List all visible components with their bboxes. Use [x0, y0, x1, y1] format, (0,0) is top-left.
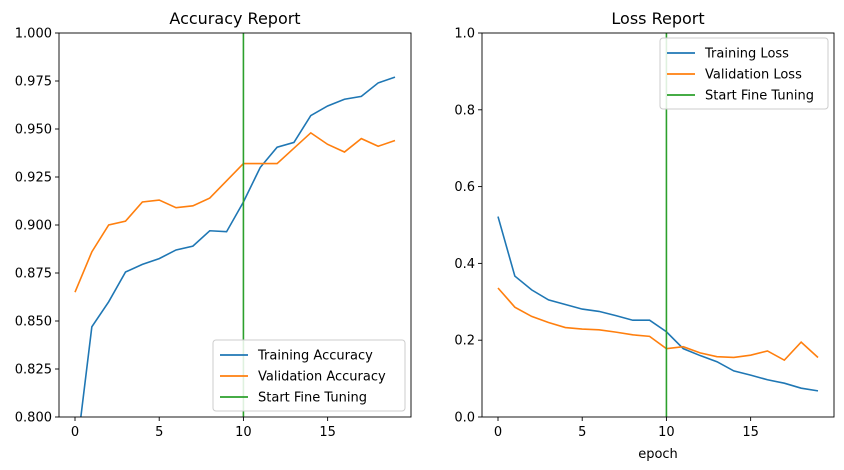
accuracy-ytick-label: 0.800 [15, 411, 52, 426]
accuracy-ytick-label: 0.875 [15, 267, 52, 282]
loss-chart-title: Loss Report [611, 9, 704, 28]
accuracy-ytick-label: 1.000 [15, 27, 52, 42]
accuracy-legend: Training Accuracy Validation Accuracy Star… [212, 339, 406, 412]
loss-legend-label: Validation Loss [705, 68, 802, 83]
loss-xtick-label: 15 [742, 425, 759, 440]
loss-ytick-label: 1.0 [454, 27, 475, 42]
loss-ytick-label: 0.2 [454, 334, 475, 349]
accuracy-legend-label: Validation Accuracy [258, 370, 386, 385]
accuracy-xtick-label: 0 [71, 425, 79, 440]
accuracy-xtick-label: 5 [155, 425, 163, 440]
loss-legend-box [659, 37, 829, 110]
accuracy-legend-box [212, 339, 406, 412]
loss-axes-frame [481, 32, 835, 418]
accuracy-ytick-label: 0.950 [15, 123, 52, 138]
accuracy-legend-label: Start Fine Tuning [258, 391, 367, 406]
loss-chart-xlabel: epoch [638, 447, 678, 462]
accuracy-xtick-label: 10 [235, 425, 252, 440]
loss-xtick-label: 10 [658, 425, 675, 440]
loss-legend-label: Training Loss [704, 47, 789, 62]
loss-series-validation-line [497, 287, 819, 362]
loss-ytick-label: 0.0 [454, 411, 475, 426]
loss-xtick-label: 0 [494, 425, 502, 440]
accuracy-ytick-label: 0.975 [15, 75, 52, 90]
accuracy-chart: Accuracy Report 0 5 10 15 0.800 0.825 0.850 0.8… [15, 9, 412, 440]
loss-ytick-label: 0.6 [454, 180, 475, 195]
accuracy-chart-title: Accuracy Report [169, 9, 300, 28]
loss-ytick-label: 0.8 [454, 103, 475, 118]
accuracy-series-validation-line [74, 131, 396, 293]
loss-chart: Loss Report epoch 0 5 10 15 0.0 0.2 0.4 0.6 0.8 1… [454, 9, 835, 462]
accuracy-series-training-line [80, 76, 396, 417]
loss-legend: Training Loss Validation Loss Start Fine T… [659, 37, 829, 110]
accuracy-xtick-label: 15 [319, 425, 336, 440]
loss-xtick-label: 5 [578, 425, 586, 440]
accuracy-ytick-label: 0.850 [15, 315, 52, 330]
loss-legend-label: Start Fine Tuning [705, 89, 814, 104]
accuracy-legend-label: Training Accuracy [257, 349, 373, 364]
accuracy-ytick-label: 0.825 [15, 363, 52, 378]
loss-ytick-label: 0.4 [454, 257, 475, 272]
accuracy-ytick-label: 0.900 [15, 219, 52, 234]
accuracy-ytick-label: 0.925 [15, 171, 52, 186]
loss-series-training-line [497, 216, 819, 392]
